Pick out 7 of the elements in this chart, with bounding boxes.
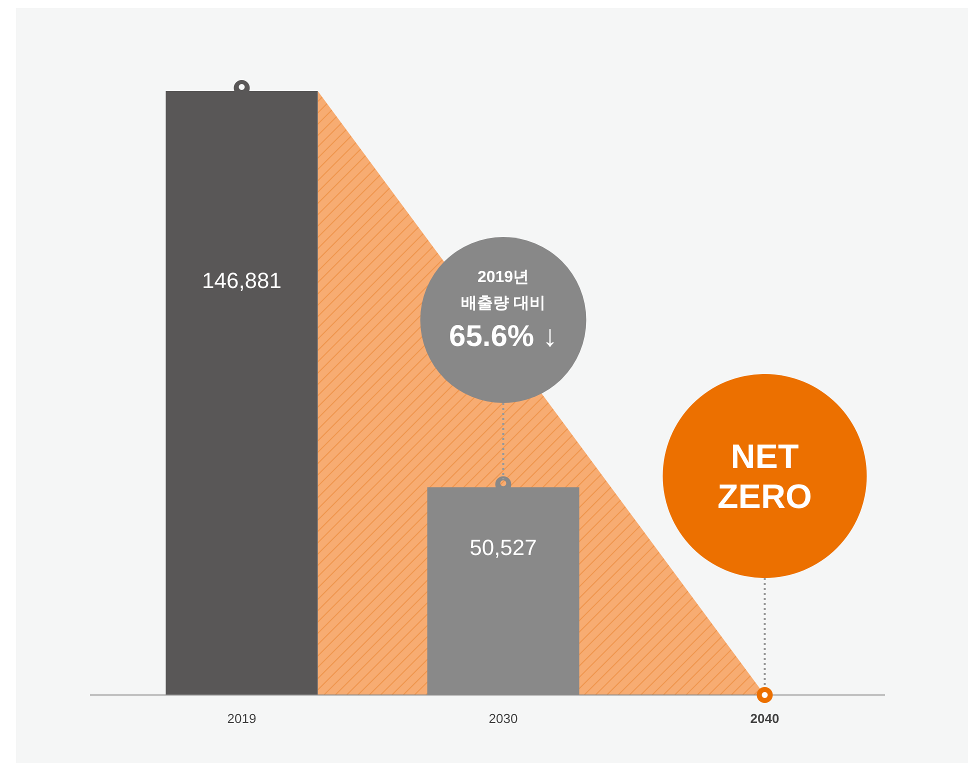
x-tick-label: 2030 xyxy=(488,711,518,726)
x-tick-label: 2019 xyxy=(227,711,256,726)
data-label: 146,881 xyxy=(202,268,282,293)
data-label: 50,527 xyxy=(470,534,537,560)
annotation: 2019년 배출량 대비 65.6% ↓ xyxy=(449,269,558,353)
x-tick-label: 2040 xyxy=(750,711,780,726)
annotation: NET ZERO xyxy=(718,438,812,516)
